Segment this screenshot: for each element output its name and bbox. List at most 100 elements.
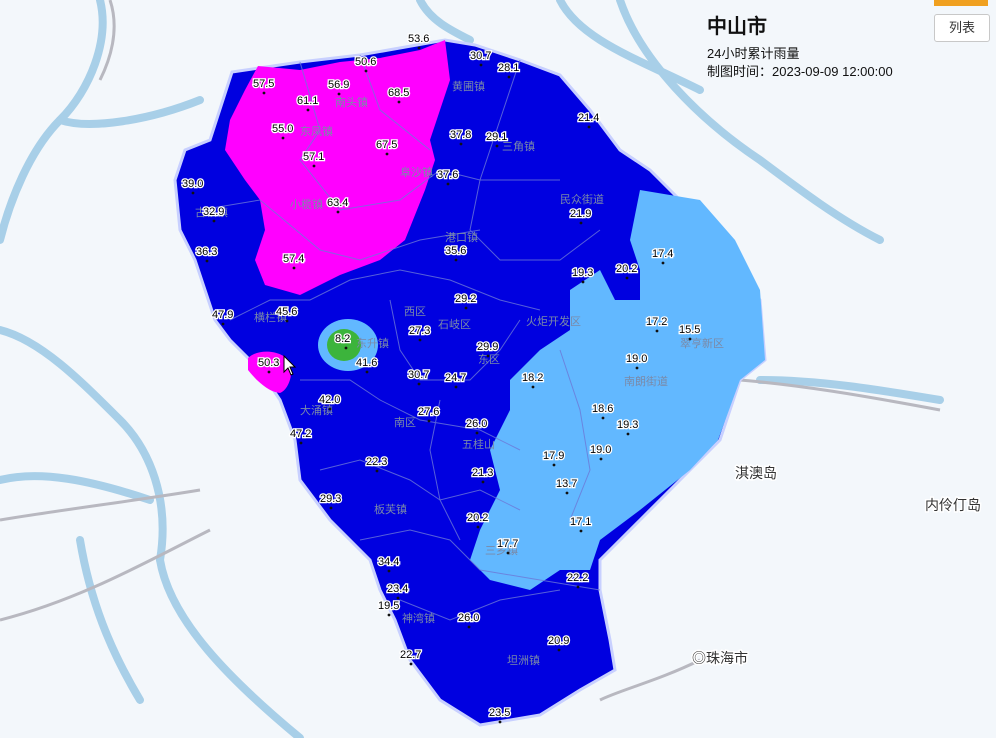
station-value: 50.6 xyxy=(355,56,376,68)
station-s27[interactable]: 47.9 xyxy=(211,308,235,326)
station-s40[interactable]: 42.0 xyxy=(318,393,342,411)
map-subtitle: 24小时累计雨量 xyxy=(707,46,800,61)
station-s48[interactable]: 22.3 xyxy=(365,455,389,473)
station-s37[interactable]: 30.7 xyxy=(407,368,431,386)
station-value: 35.6 xyxy=(445,245,466,257)
station-value: 21.9 xyxy=(570,208,591,220)
station-s52[interactable]: 20.2 xyxy=(466,511,490,529)
list-button[interactable]: 列表 xyxy=(934,14,990,42)
station-s35[interactable]: 50.3 xyxy=(257,356,281,374)
station-s10[interactable]: 55.0 xyxy=(271,122,295,140)
station-s34[interactable]: 19.0 xyxy=(625,352,649,370)
station-s23[interactable]: 57.4 xyxy=(282,252,306,270)
station-s45[interactable]: 47.2 xyxy=(289,427,313,445)
station-s30[interactable]: 15.5 xyxy=(678,323,702,341)
station-s7[interactable]: 68.5 xyxy=(387,86,411,104)
station-s11[interactable]: 37.8 xyxy=(449,128,473,146)
station-s2[interactable]: 30.7 xyxy=(469,49,493,67)
station-s26[interactable]: 29.2 xyxy=(454,292,478,310)
station-s5[interactable]: 57.5 xyxy=(252,77,276,95)
station-s53[interactable]: 17.1 xyxy=(569,515,593,533)
station-s36[interactable]: 41.6 xyxy=(355,356,379,374)
town-label-shenwan: 神湾镇 xyxy=(402,611,435,625)
station-s20[interactable]: 36.3 xyxy=(195,245,219,263)
station-s54[interactable]: 17.7 xyxy=(496,537,520,555)
station-dot xyxy=(364,69,368,73)
town-label-gangkou: 港口镇 xyxy=(445,230,478,244)
station-value: 30.7 xyxy=(470,50,491,62)
station-s42[interactable]: 27.6 xyxy=(417,405,441,423)
station-s41[interactable]: 18.6 xyxy=(591,402,615,420)
station-dot xyxy=(481,480,485,484)
station-s18[interactable]: 63.4 xyxy=(326,196,350,214)
station-s17[interactable]: 32.9 xyxy=(202,205,226,223)
station-value: 23.5 xyxy=(489,707,510,719)
station-s38[interactable]: 24.7 xyxy=(444,371,468,389)
station-s25[interactable]: 20.2 xyxy=(615,262,639,280)
station-s49[interactable]: 21.3 xyxy=(471,466,495,484)
station-s57[interactable]: 23.4 xyxy=(386,582,410,600)
station-s51[interactable]: 29.3 xyxy=(319,492,343,510)
station-s6[interactable]: 56.9 xyxy=(327,78,351,96)
station-s58[interactable]: 19.5 xyxy=(377,599,401,617)
station-s59[interactable]: 26.0 xyxy=(457,611,481,629)
station-dot xyxy=(281,136,285,140)
station-s43[interactable]: 19.3 xyxy=(616,418,640,436)
station-s21[interactable]: 35.6 xyxy=(444,244,468,262)
town-label-nantou: 南头镇 xyxy=(335,95,368,109)
station-value: 22.3 xyxy=(366,456,387,468)
station-s1[interactable]: 53.6 xyxy=(407,32,431,50)
station-s47[interactable]: 17.9 xyxy=(542,449,566,467)
station-value: 36.3 xyxy=(196,246,217,258)
station-values[interactable]: 53.6 30.7 50.6 28.1 57.5 56.9 68.5 61.1 21.4 55.0… xyxy=(181,32,702,724)
station-s55[interactable]: 34.4 xyxy=(377,555,401,573)
station-s22[interactable]: 17.4 xyxy=(651,247,675,265)
station-s46[interactable]: 19.0 xyxy=(589,443,613,461)
station-dot xyxy=(599,457,603,461)
station-s29[interactable]: 17.2 xyxy=(645,315,669,333)
station-s61[interactable]: 22.7 xyxy=(399,648,423,666)
station-value: 55.0 xyxy=(272,123,293,135)
station-s24[interactable]: 19.3 xyxy=(571,266,595,284)
place-zhuhai: ◎珠海市 xyxy=(692,650,748,666)
station-dot xyxy=(486,354,490,358)
station-s62[interactable]: 23.5 xyxy=(488,706,512,724)
station-s60[interactable]: 20.9 xyxy=(547,634,571,652)
station-s28[interactable]: 45.6 xyxy=(275,305,299,323)
station-s13[interactable]: 67.5 xyxy=(375,138,399,156)
station-s16[interactable]: 39.0 xyxy=(181,177,205,195)
station-s4[interactable]: 28.1 xyxy=(497,61,521,79)
station-value: 23.4 xyxy=(387,583,408,595)
station-value: 28.1 xyxy=(498,62,519,74)
station-s3[interactable]: 50.6 xyxy=(354,55,378,73)
station-s39[interactable]: 18.2 xyxy=(521,371,545,389)
station-s15[interactable]: 37.6 xyxy=(436,168,460,186)
station-s8[interactable]: 61.1 xyxy=(296,94,320,112)
station-value: 20.2 xyxy=(467,512,488,524)
station-s44[interactable]: 26.0 xyxy=(465,417,489,435)
station-dot xyxy=(396,596,400,600)
station-s50[interactable]: 13.7 xyxy=(555,477,579,495)
station-dot xyxy=(464,306,468,310)
station-s14[interactable]: 57.1 xyxy=(302,150,326,168)
station-s19[interactable]: 21.9 xyxy=(569,207,593,225)
station-s33[interactable]: 29.9 xyxy=(476,340,500,358)
station-dot xyxy=(459,142,463,146)
station-s9[interactable]: 21.4 xyxy=(577,111,601,129)
station-dot xyxy=(292,266,296,270)
station-value: 26.0 xyxy=(458,612,479,624)
station-dot xyxy=(557,648,561,652)
station-s31[interactable]: 27.3 xyxy=(408,324,432,342)
station-dot xyxy=(467,625,471,629)
station-value: 56.9 xyxy=(328,79,349,91)
station-dot xyxy=(601,416,605,420)
station-s12[interactable]: 29.1 xyxy=(485,130,509,148)
station-s56[interactable]: 22.2 xyxy=(566,571,590,589)
station-s32[interactable]: 8.2 xyxy=(334,332,352,350)
station-dot xyxy=(409,662,413,666)
cursor-icon xyxy=(283,354,297,376)
station-value: 57.1 xyxy=(303,151,324,163)
